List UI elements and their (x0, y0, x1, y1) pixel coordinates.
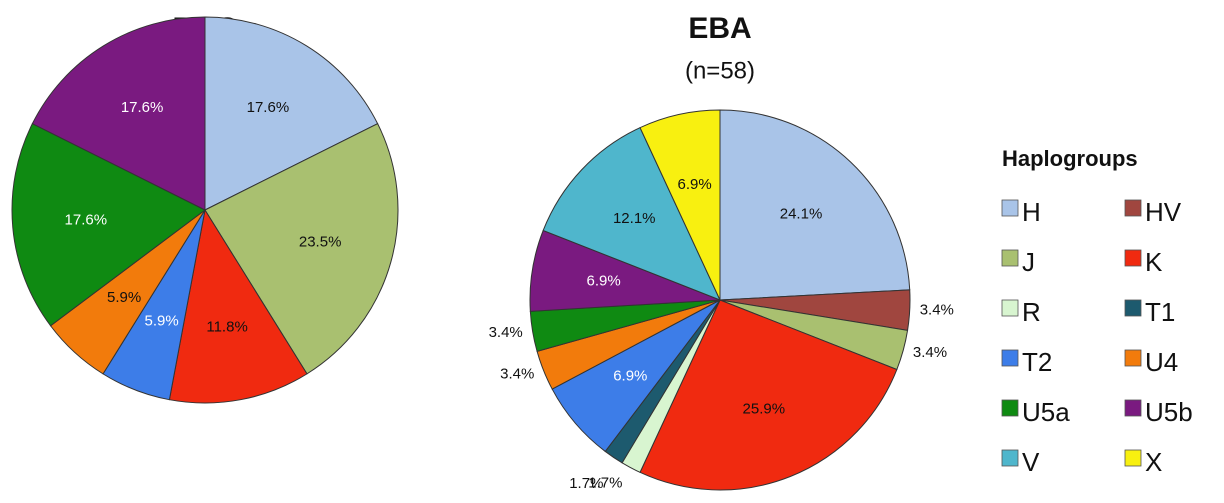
value-label: 17.6% (65, 212, 108, 229)
value-label: 5.9% (145, 312, 179, 329)
pie-slice (11, 122, 206, 327)
value-label: 3.4% (489, 324, 523, 341)
legend-swatch (1001, 299, 1019, 317)
legend-label: T2 (1022, 347, 1052, 377)
value-label: 23.5% (299, 233, 342, 250)
legend-label: H (1022, 197, 1041, 227)
value-label: 3.4% (913, 344, 947, 361)
legend-label: U5b (1145, 397, 1193, 427)
value-label: 1.7% (569, 475, 603, 492)
legend-swatch (1124, 349, 1142, 367)
chart-subtitle: (n=58) (685, 57, 755, 84)
legend-swatch (1124, 199, 1142, 217)
value-label: 17.6% (247, 99, 290, 116)
pie-slice (168, 208, 308, 404)
pie-slice (204, 122, 399, 375)
legend-label: K (1145, 247, 1163, 277)
legend-swatch (1001, 199, 1019, 217)
legend-swatch (1001, 449, 1019, 467)
legend-title: Haplogroups (1002, 146, 1138, 171)
legend-label: R (1022, 297, 1041, 327)
value-label: 6.9% (587, 273, 621, 290)
legend-label: HV (1145, 197, 1182, 227)
pie-slice (719, 109, 911, 301)
legend-swatch (1001, 349, 1019, 367)
legend-swatch (1124, 399, 1142, 417)
value-label: 25.9% (743, 400, 786, 417)
legend-label: J (1022, 247, 1035, 277)
value-label: 5.9% (107, 289, 141, 306)
value-label: 11.8% (206, 319, 247, 336)
legend-label: T1 (1145, 297, 1175, 327)
legend-swatch (1124, 449, 1142, 467)
legend-label: X (1145, 447, 1162, 477)
value-label: 6.9% (678, 176, 712, 193)
legend-label: U5a (1022, 397, 1070, 427)
pie-slice (204, 16, 379, 211)
chart-title: EBA (688, 12, 751, 45)
pie-slice (542, 126, 721, 301)
pie-slice (639, 109, 721, 301)
value-label: 24.1% (780, 205, 823, 222)
value-label: 3.4% (920, 302, 954, 319)
value-label: 1.7% (588, 475, 622, 492)
pie-slice (31, 16, 206, 211)
value-label: 17.6% (121, 99, 164, 116)
legend-swatch (1124, 299, 1142, 317)
legend-swatch (1124, 249, 1142, 267)
legend-label: U4 (1145, 347, 1178, 377)
value-label: 12.1% (613, 210, 656, 227)
legend-swatch (1001, 399, 1019, 417)
legend-swatch (1001, 249, 1019, 267)
value-label: 6.9% (613, 367, 647, 384)
value-label: 3.4% (500, 365, 534, 382)
pie-slice (639, 299, 898, 491)
legend-label: V (1022, 447, 1040, 477)
